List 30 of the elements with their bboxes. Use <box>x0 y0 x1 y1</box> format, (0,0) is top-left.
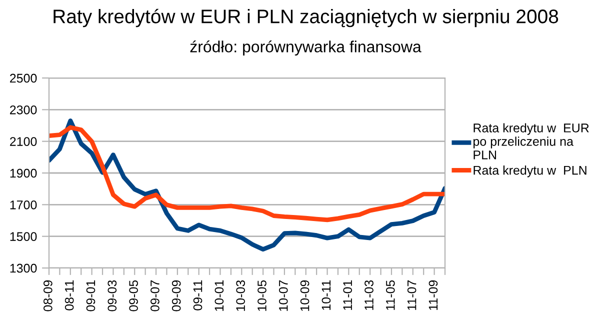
y-tick-label: 1900 <box>10 168 37 178</box>
x-tick-label: 09-01 <box>86 280 96 312</box>
x-tick-label: 11-05 <box>386 280 395 310</box>
chart-title: Raty kredytów w EUR i PLN zaciągniętych w sierpniu 2008 <box>54 8 558 28</box>
x-tick-label: 10-01 <box>214 280 224 311</box>
x-tick-label: 08-09 <box>44 280 52 312</box>
legend-label: Rata kredytu w EUR po przeliczeniu na PLN <box>474 123 589 160</box>
x-tick-label: 09-05 <box>129 280 138 312</box>
x-tick-label: 10-11 <box>322 280 331 310</box>
x-tick-label: 10-07 <box>278 280 288 311</box>
x-tick-label: 09-03 <box>108 280 117 312</box>
y-tick-label: 2500 <box>10 74 37 83</box>
x-tick-label: 11-09 <box>428 280 438 310</box>
y-tick-label: 1300 <box>10 264 37 273</box>
x-tick-label: 10-09 <box>300 280 310 311</box>
y-tick-label: 1700 <box>10 200 37 210</box>
x-tick-label: 09-09 <box>172 280 181 312</box>
y-tick-label: 1500 <box>10 232 37 241</box>
x-tick-label: 09-07 <box>150 280 160 312</box>
x-tick-label: 11-03 <box>364 280 374 310</box>
legend-label: Rata kredytu w PLN <box>474 166 586 178</box>
y-tick-label: 2100 <box>10 137 37 146</box>
x-tick-label: 10-05 <box>258 280 266 311</box>
chart-subtitle: źródło: porównywarka finansowa <box>190 40 422 56</box>
y-tick-label: 2300 <box>10 105 37 114</box>
x-tick-label: 08-11 <box>64 280 74 310</box>
x-tick-label: 11-07 <box>407 280 416 310</box>
x-tick-label: 10-03 <box>236 280 246 311</box>
x-tick-label: 11-01 <box>343 280 352 310</box>
x-tick-label: 09-11 <box>193 280 202 310</box>
